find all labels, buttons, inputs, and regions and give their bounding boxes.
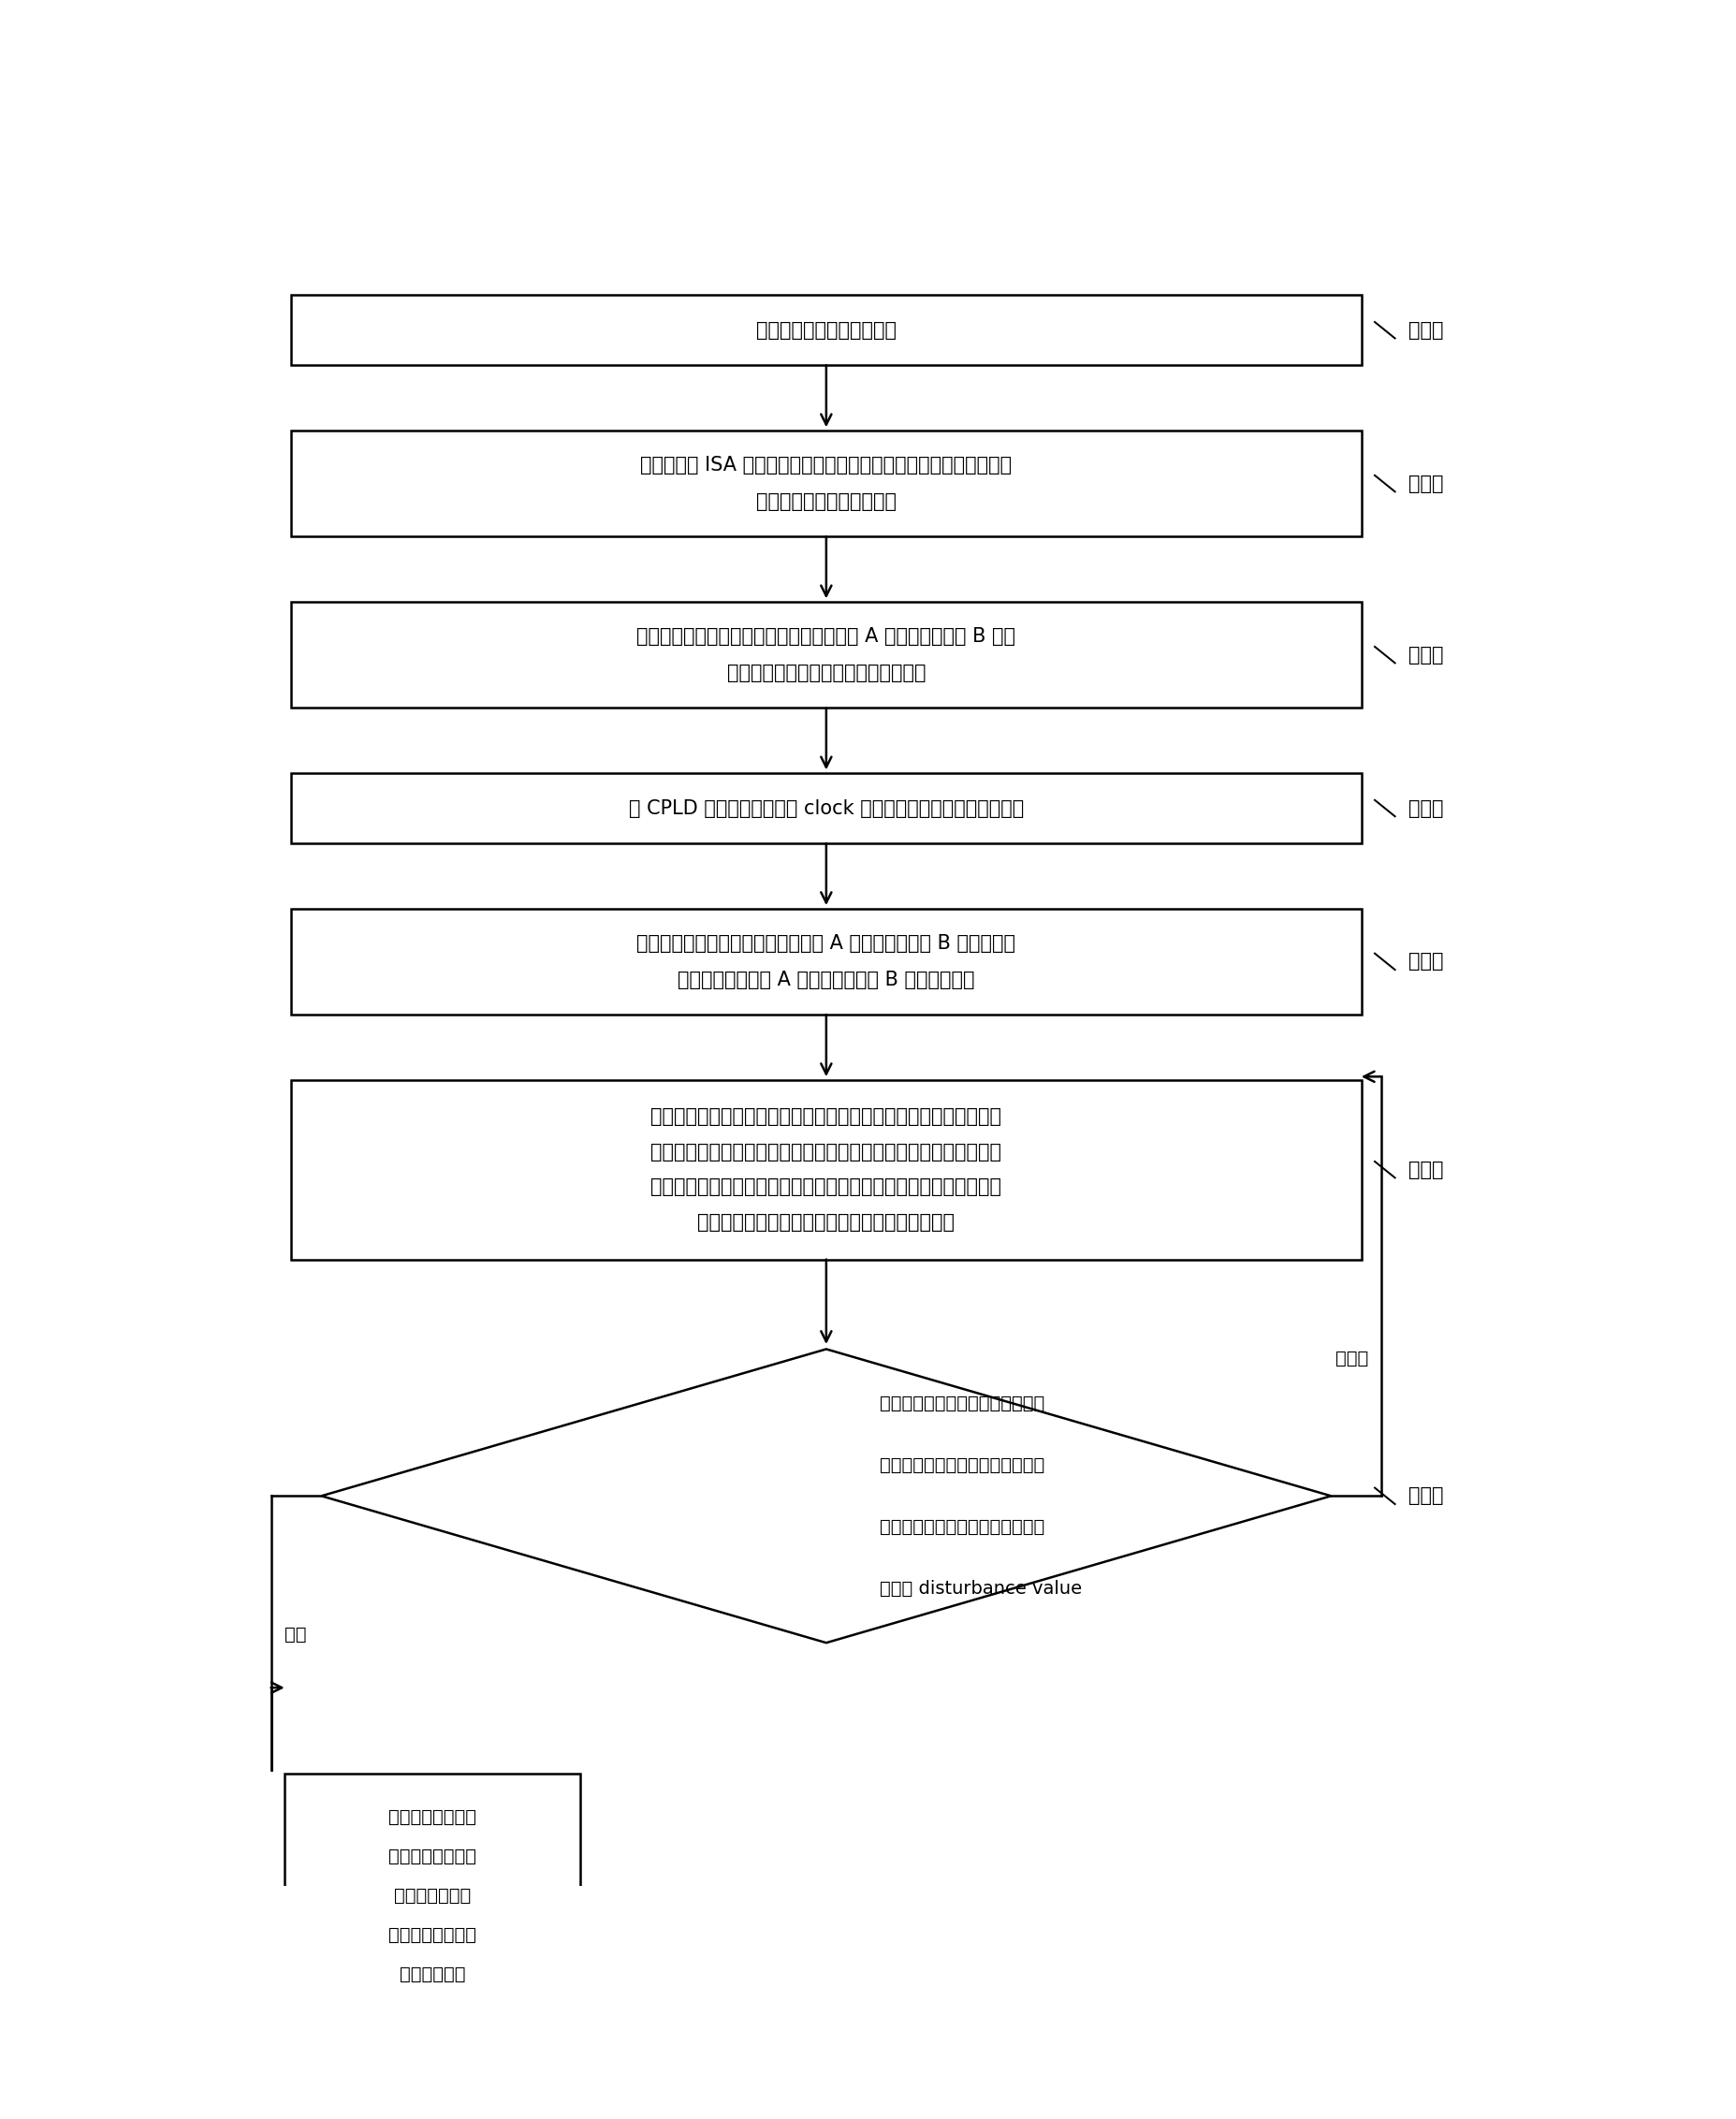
Text: 判断所述结果是否大于机械横梁的: 判断所述结果是否大于机械横梁的 [880,1517,1045,1536]
Text: 工控机通过 ISA 总线向运动控制板卡发出启动机械横梁的指令，运动: 工控机通过 ISA 总线向运动控制板卡发出启动机械横梁的指令，运动 [641,456,1012,475]
Text: 大于: 大于 [285,1625,306,1644]
FancyBboxPatch shape [285,1774,580,2017]
Text: 计数，判断磁栅尺 A 相信号和磁栅尺 B 相信号的相位: 计数，判断磁栅尺 A 相信号和磁栅尺 B 相信号的相位 [677,971,974,990]
Text: 扰动值 disturbance value: 扰动值 disturbance value [880,1579,1082,1598]
Text: 步骤四: 步骤四 [1408,799,1443,818]
Text: 计算磁栅尺计数器中的数值与目标触发位置计数器中的数值；当两者: 计算磁栅尺计数器中的数值与目标触发位置计数器中的数值；当两者 [651,1108,1002,1127]
Text: 标位置的差值: 标位置的差值 [399,1966,465,1983]
Text: 触发位置的距离差值；若不相等则不进行任何操作: 触发位置的距离差值；若不相等则不进行任何操作 [698,1212,955,1231]
Text: 计算目标触发位置计数器中的数值: 计算目标触发位置计数器中的数值 [880,1394,1045,1413]
Text: 相等时启动触发相机的信号，同时置位相机已触发标志，并在每一次: 相等时启动触发相机的信号，同时置位相机已触发标志，并在每一次 [651,1142,1002,1161]
Text: 将目标触发位置计: 将目标触发位置计 [389,1808,476,1827]
Text: 步骤七: 步骤七 [1408,1488,1443,1504]
FancyBboxPatch shape [292,773,1361,843]
Text: 当 CPLD 控制器的时钟信号 clock 的信号出现上升沿时进入步骤五: 当 CPLD 控制器的时钟信号 clock 的信号出现上升沿时进入步骤五 [628,799,1023,818]
Text: 减去磁栅尺计数器中的数值结果，: 减去磁栅尺计数器中的数值结果， [880,1456,1045,1475]
Text: 数器中的数值减去: 数器中的数值减去 [389,1848,476,1865]
Text: 标记步骤二所述机械横梁运动产生的磁栅尺 A 相信号和磁栅尺 B 相信: 标记步骤二所述机械横梁运动产生的磁栅尺 A 相信号和磁栅尺 B 相信 [637,627,1016,646]
Text: 值，再减去相邻目: 值，再减去相邻目 [389,1926,476,1943]
Text: 步骤二: 步骤二 [1408,475,1443,494]
Text: 步骤三: 步骤三 [1408,646,1443,663]
Text: 不大于: 不大于 [1335,1350,1368,1367]
FancyBboxPatch shape [292,602,1361,708]
FancyBboxPatch shape [292,430,1361,536]
FancyBboxPatch shape [292,295,1361,364]
FancyBboxPatch shape [292,1081,1361,1259]
Text: 相机触发后将目标触发位置计数器的数值加上下一个触发位置与当前: 相机触发后将目标触发位置计数器的数值加上下一个触发位置与当前 [651,1178,1002,1197]
Text: 步骤六: 步骤六 [1408,1161,1443,1178]
Text: 步骤一: 步骤一 [1408,320,1443,339]
Text: 控制板卡控制机械横梁运动: 控制板卡控制机械横梁运动 [755,492,896,511]
Text: 机械横梁的扰动: 机械横梁的扰动 [394,1886,470,1905]
FancyBboxPatch shape [292,909,1361,1015]
Text: 运动控制板卡对步骤三所述的磁栅尺 A 相信号和磁栅尺 B 相信号进行: 运动控制板卡对步骤三所述的磁栅尺 A 相信号和磁栅尺 B 相信号进行 [637,934,1016,954]
Polygon shape [321,1350,1330,1642]
Text: 系统上电，令系统进行复位: 系统上电，令系统进行复位 [755,320,896,339]
Text: 步骤五: 步骤五 [1408,951,1443,971]
Text: 号，并将所述信号反馈给运动控制板卡: 号，并将所述信号反馈给运动控制板卡 [726,663,925,682]
